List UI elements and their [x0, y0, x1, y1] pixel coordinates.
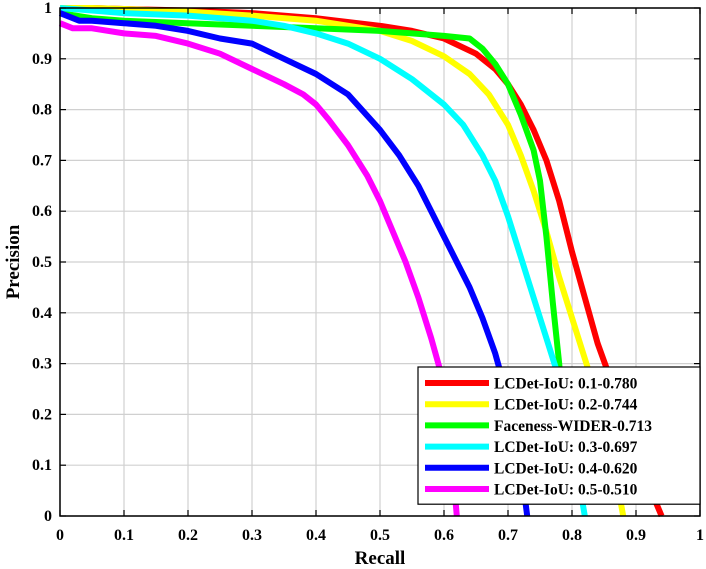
legend-label: LCDet-IoU: 0.1-0.780	[494, 376, 638, 393]
y-tick-label: 0.4	[32, 305, 52, 322]
y-tick-label: 0.5	[32, 254, 52, 271]
legend-label: LCDet-IoU: 0.5-0.510	[494, 482, 638, 499]
x-tick-label: 0	[56, 527, 64, 544]
y-tick-label: 1	[44, 0, 52, 17]
x-tick-label: 0.1	[114, 527, 134, 544]
series-line-4	[59, 5, 588, 517]
legend-label: LCDet-IoU: 0.4-0.620	[494, 460, 638, 477]
series-line-5	[58, 10, 531, 517]
legend-label: LCDet-IoU: 0.3-0.697	[494, 439, 638, 456]
series-line-2	[60, 5, 627, 517]
x-tick-label: 0.3	[242, 527, 262, 544]
y-tick-label: 0	[44, 508, 52, 525]
y-axis-label: Precision	[3, 224, 24, 299]
series-line-3	[59, 10, 569, 446]
legend-box	[417, 366, 701, 505]
y-tick-label: 0.6	[32, 203, 52, 220]
y-tick-label: 0.3	[32, 356, 52, 373]
legend-label: LCDet-IoU: 0.2-0.744	[494, 397, 638, 414]
x-tick-label: 0.9	[626, 527, 646, 544]
y-tick-label: 0.9	[32, 51, 52, 68]
x-tick-label: 0.8	[562, 527, 582, 544]
legend: LCDet-IoU: 0.1-0.780 LCDet-IoU: 0.2-0.744…	[417, 366, 701, 505]
ticks: 0 0.1 0.2 0.3 0.4 0.5 0.6 0.7 0.8 0.9 1 0 0.1 0.2 0.3 0…	[32, 0, 704, 544]
x-tick-label: 0.2	[178, 527, 198, 544]
x-tick-label: 0.6	[434, 527, 454, 544]
y-tick-label: 0.8	[32, 102, 52, 119]
x-tick-label: 0.4	[306, 527, 326, 544]
x-tick-label: 1	[696, 527, 704, 544]
y-tick-label: 0.1	[32, 457, 52, 474]
legend-label: Faceness-WIDER-0.713	[494, 418, 652, 435]
x-tick-label: 0.5	[370, 527, 390, 544]
series-group	[58, 5, 665, 518]
y-tick-label: 0.2	[32, 406, 52, 423]
x-tick-label: 0.7	[498, 527, 518, 544]
series-line-6	[58, 20, 460, 517]
x-axis-label: Recall	[355, 548, 406, 569]
y-tick-label: 0.7	[32, 152, 52, 169]
